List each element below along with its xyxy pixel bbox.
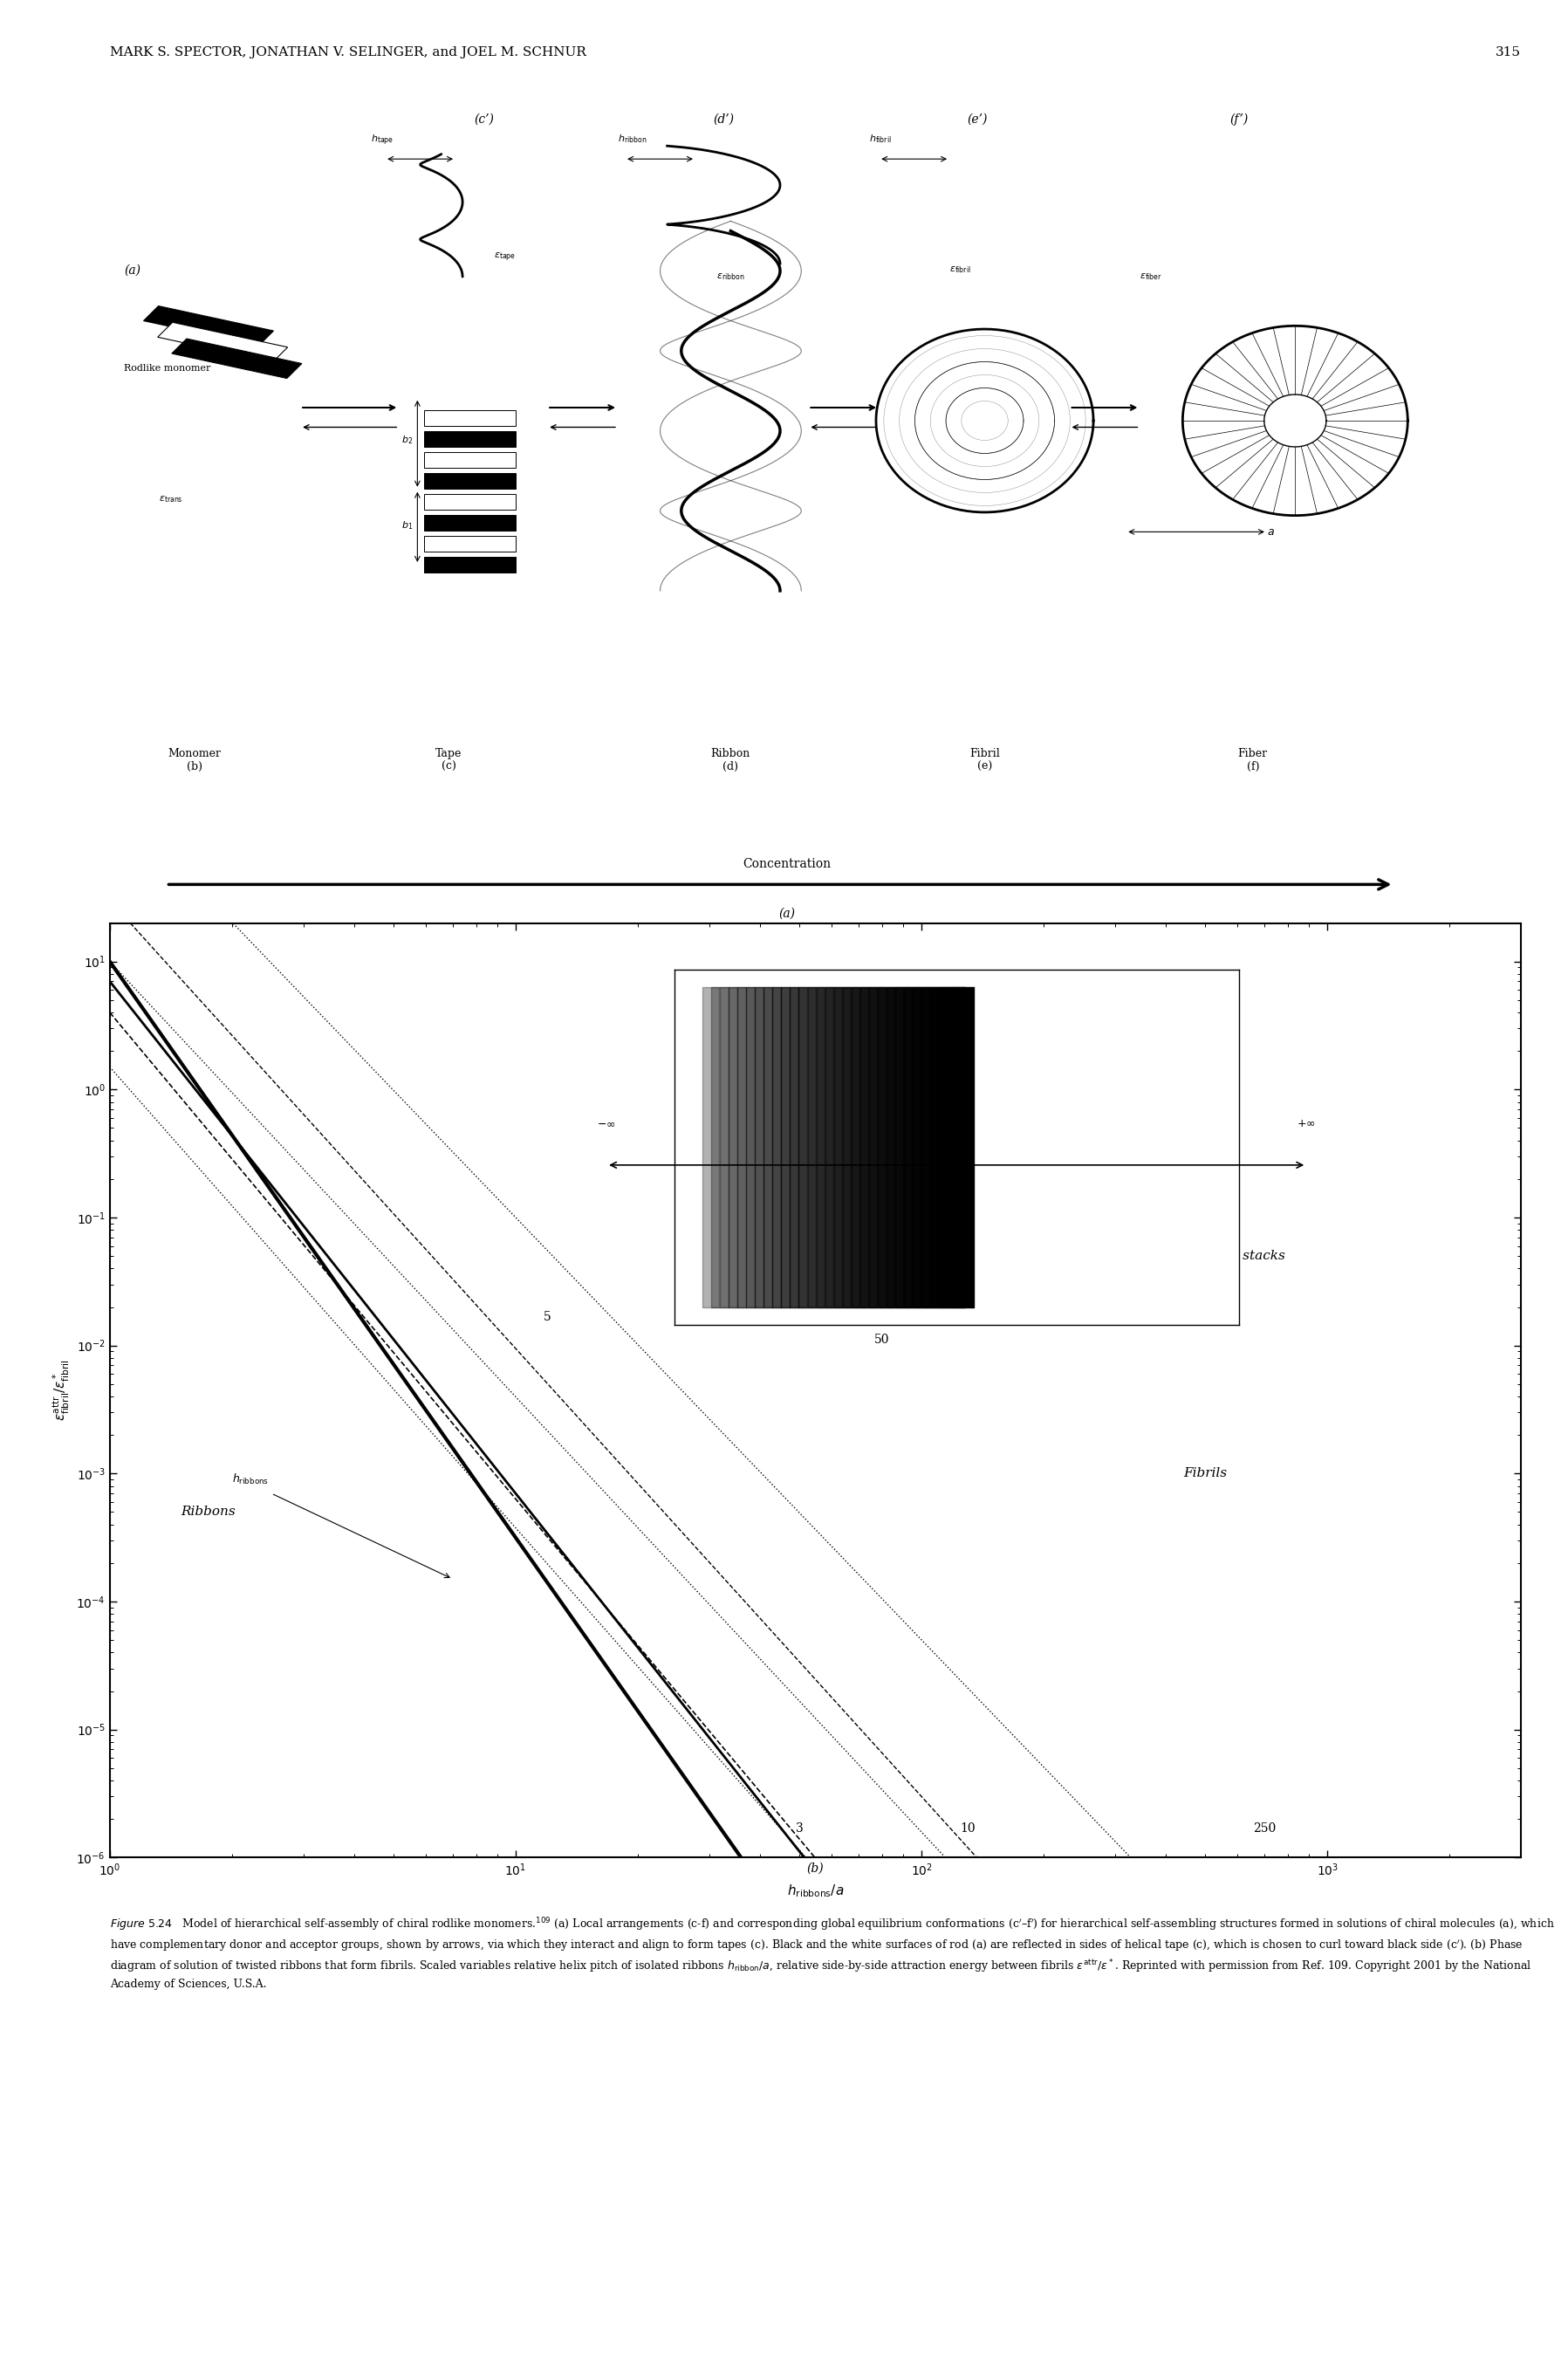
- Polygon shape: [423, 557, 516, 573]
- Text: Concentration: Concentration: [743, 859, 831, 871]
- Text: MARK S. SPECTOR, JONATHAN V. SELINGER, and JOEL M. SCHNUR: MARK S. SPECTOR, JONATHAN V. SELINGER, a…: [110, 47, 586, 59]
- Text: $h_{\rm fibril}$: $h_{\rm fibril}$: [869, 132, 892, 144]
- Text: (a): (a): [779, 906, 795, 920]
- Text: $\it{Figure\ 5.24}$   Model of hierarchical self-assembly of chiral rodlike mono: $\it{Figure\ 5.24}$ Model of hierarchica…: [110, 1916, 1554, 1989]
- Polygon shape: [423, 411, 516, 425]
- Text: Ribbons: Ribbons: [182, 1506, 235, 1517]
- Text: Rodlike monomer: Rodlike monomer: [124, 363, 210, 373]
- Polygon shape: [423, 536, 516, 552]
- Text: $a$: $a$: [1267, 526, 1275, 538]
- Text: Monomer
(b): Monomer (b): [168, 748, 221, 772]
- Text: $\varepsilon_{\rm fibril}$: $\varepsilon_{\rm fibril}$: [950, 264, 971, 276]
- Polygon shape: [423, 453, 516, 467]
- Text: $b_1$: $b_1$: [401, 519, 414, 531]
- Text: (e’): (e’): [967, 113, 988, 125]
- Text: $\varepsilon_{\rm ribbon}$: $\varepsilon_{\rm ribbon}$: [717, 271, 745, 281]
- Text: Fibril
(e): Fibril (e): [969, 748, 1000, 772]
- Text: $\varepsilon_{\rm fiber}$: $\varepsilon_{\rm fiber}$: [1140, 271, 1162, 281]
- Text: (a): (a): [124, 264, 141, 276]
- Text: (c’): (c’): [474, 113, 494, 125]
- Text: $h_{\rm ribbons}$: $h_{\rm ribbons}$: [232, 1473, 268, 1487]
- Text: Ribbon
(d): Ribbon (d): [710, 748, 751, 772]
- Text: (b): (b): [808, 1862, 823, 1874]
- Y-axis label: $\varepsilon_{\rm fibril}^{\rm attr}/\varepsilon_{\rm fibril}^*$: $\varepsilon_{\rm fibril}^{\rm attr}/\va…: [52, 1359, 72, 1421]
- Polygon shape: [158, 323, 287, 361]
- Text: $b_2$: $b_2$: [401, 434, 414, 446]
- Text: (f’): (f’): [1229, 113, 1248, 125]
- Text: 315: 315: [1496, 47, 1521, 59]
- Polygon shape: [423, 514, 516, 531]
- Text: $h_{\rm ribbon}$: $h_{\rm ribbon}$: [618, 132, 648, 144]
- Polygon shape: [423, 432, 516, 446]
- Text: (d’): (d’): [713, 113, 734, 125]
- Polygon shape: [423, 493, 516, 510]
- Text: Fiber
(f): Fiber (f): [1239, 748, 1267, 772]
- X-axis label: $h_{\rm ribbons}/a$: $h_{\rm ribbons}/a$: [787, 1883, 844, 1900]
- Polygon shape: [423, 472, 516, 489]
- Polygon shape: [172, 340, 301, 378]
- Text: 250: 250: [1253, 1822, 1276, 1836]
- Text: 3: 3: [795, 1822, 803, 1836]
- Text: Infinite stacks: Infinite stacks: [1025, 1305, 1113, 1319]
- Text: $\varepsilon_{\rm trans}$: $\varepsilon_{\rm trans}$: [160, 493, 183, 505]
- Text: 5: 5: [544, 1310, 552, 1324]
- Text: Tape
(c): Tape (c): [436, 748, 461, 772]
- Text: Infinite stacks: Infinite stacks: [1190, 1251, 1286, 1263]
- Polygon shape: [144, 307, 273, 345]
- Text: $\varepsilon_{\rm tape}$: $\varepsilon_{\rm tape}$: [494, 250, 516, 264]
- Text: 50: 50: [875, 1333, 889, 1345]
- Text: Fibrils: Fibrils: [1184, 1468, 1228, 1480]
- Text: 10: 10: [960, 1822, 975, 1836]
- Text: $h_{\rm tape}$: $h_{\rm tape}$: [372, 132, 394, 146]
